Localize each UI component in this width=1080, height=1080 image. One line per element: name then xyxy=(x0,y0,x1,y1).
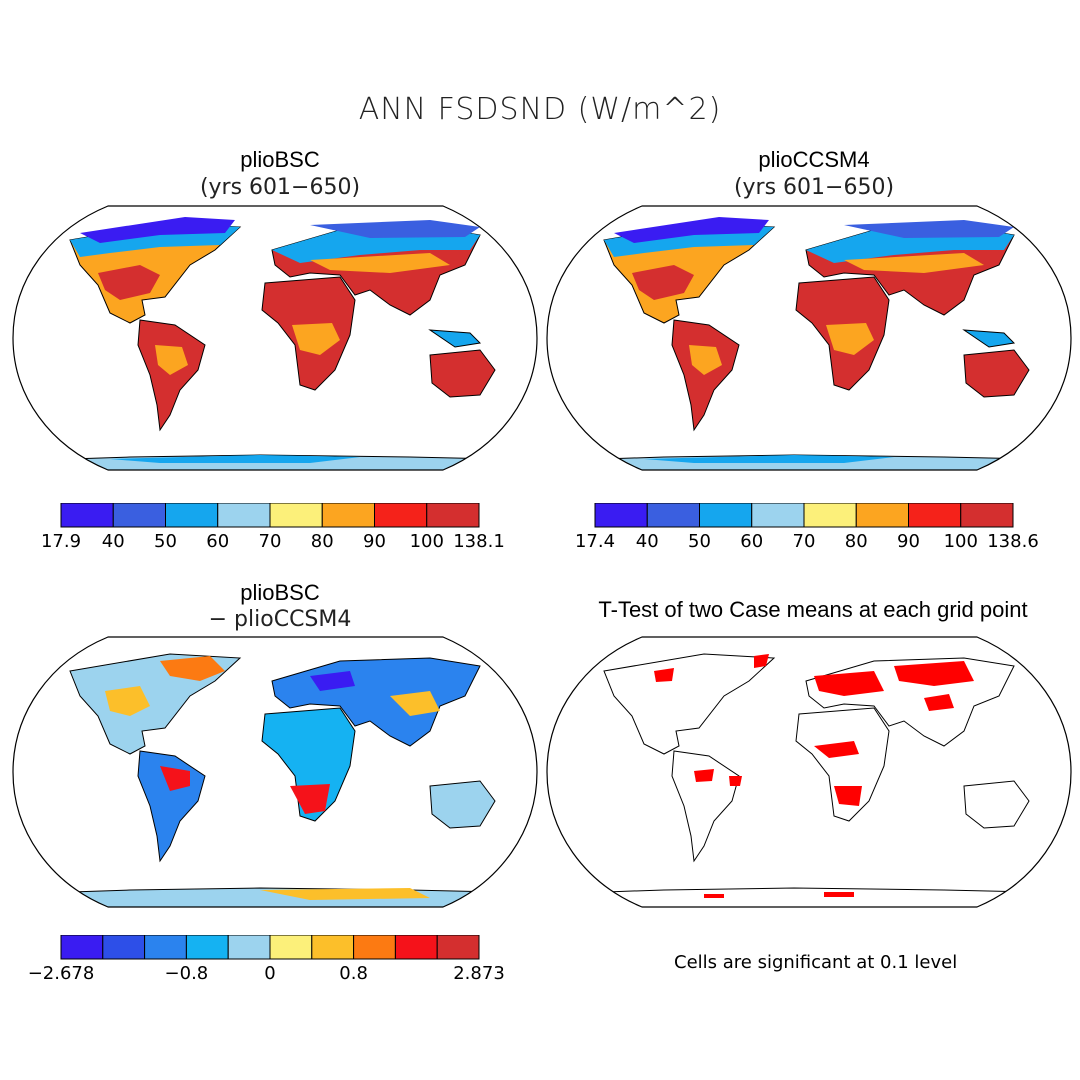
panel-title-bottom-right: T-Test of two Case means at each grid po… xyxy=(598,597,1028,622)
colorbar-top-left: 17.9 40 50 60 70 80 90 100 138.1 xyxy=(41,503,505,552)
colorbar-bottom-left-tick-label: 2.873 xyxy=(453,963,505,984)
map-panel-bottom-right xyxy=(546,636,1072,908)
colorbar-top-right-swatch-3 xyxy=(751,503,805,528)
colorbar-bottom-left-swatch-1 xyxy=(102,935,146,960)
colorbar-top-right-tick-label: 50 xyxy=(688,531,711,552)
colorbar-bottom-left-swatch-7 xyxy=(353,935,396,960)
colorbar-bottom-left-tick-label: −2.678 xyxy=(28,963,95,984)
colorbar-top-left-swatch-4 xyxy=(269,503,323,528)
colorbar-top-left-tick-label: 40 xyxy=(102,531,125,552)
colorbar-bottom-left: −2.678 −0.8 0 0.8 2.873 xyxy=(28,935,505,984)
colorbar-top-left-tick-label: 50 xyxy=(154,531,177,552)
colorbar-top-right-swatch-6 xyxy=(908,503,962,528)
panel-subtitle-top-right: (yrs 601−650) xyxy=(733,175,895,200)
colorbar-top-left-tick-label: 70 xyxy=(259,531,282,552)
colorbar-bottom-left-tick-label: −0.8 xyxy=(165,963,209,984)
colorbar-top-right-swatch-2 xyxy=(699,503,753,528)
colorbar-top-right: 17.4 40 50 60 70 80 90 100 138.6 xyxy=(575,503,1039,552)
colorbar-top-right-tick-label: 17.4 xyxy=(575,531,615,552)
colorbar-bottom-left-swatch-4 xyxy=(227,935,271,960)
colorbar-bottom-left-swatch-3 xyxy=(185,935,229,960)
colorbar-top-left-tick-label: 80 xyxy=(311,531,334,552)
map-panel-bottom-left xyxy=(12,636,538,908)
figure-title: ANN FSDSND (W/m^2) xyxy=(358,92,722,127)
colorbar-top-right-swatch-1 xyxy=(646,503,700,528)
colorbar-bottom-left-swatch-0 xyxy=(60,935,104,960)
colorbar-top-right-tick-label: 80 xyxy=(845,531,868,552)
colorbar-top-left-swatch-1 xyxy=(112,503,166,528)
colorbar-bottom-left-swatch-8 xyxy=(394,935,438,960)
colorbar-bottom-left-swatch-6 xyxy=(311,935,355,960)
colorbar-bottom-left-swatch-2 xyxy=(144,935,187,960)
colorbar-top-left-swatch-2 xyxy=(165,503,219,528)
colorbar-top-left-tick-label: 60 xyxy=(206,531,229,552)
map-panel-top-right xyxy=(546,205,1072,471)
colorbar-top-left-tick-label: 100 xyxy=(410,531,444,552)
colorbar-top-left-swatch-0 xyxy=(60,503,114,528)
significance-note: Cells are significant at 0.1 level xyxy=(674,952,958,973)
colorbar-top-left-tick-label: 17.9 xyxy=(41,531,81,552)
colorbar-top-right-tick-label: 70 xyxy=(793,531,816,552)
colorbar-top-left-swatch-5 xyxy=(321,503,375,528)
colorbar-top-right-swatch-5 xyxy=(855,503,909,528)
colorbar-bottom-left-swatch-5 xyxy=(269,935,313,960)
colorbar-top-right-swatch-7 xyxy=(960,503,1014,528)
colorbar-top-right-tick-label: 90 xyxy=(897,531,920,552)
colorbar-top-left-swatch-3 xyxy=(217,503,271,528)
colorbar-top-left-swatch-7 xyxy=(426,503,480,528)
colorbar-bottom-left-tick-label: 0.8 xyxy=(339,963,368,984)
panel-title-top-left: plioBSC xyxy=(240,147,320,172)
panel-title-bottom-left: plioBSC xyxy=(240,580,320,605)
colorbar-top-right-swatch-4 xyxy=(803,503,857,528)
colorbar-top-left-tick-label: 138.1 xyxy=(453,531,505,552)
colorbar-top-left-swatch-6 xyxy=(374,503,428,528)
map-panel-top-left xyxy=(12,205,538,471)
colorbar-top-right-tick-label: 138.6 xyxy=(987,531,1039,552)
panel-title-top-right: plioCCSM4 xyxy=(758,147,870,172)
colorbar-top-right-tick-label: 100 xyxy=(944,531,978,552)
panel-subtitle-top-left: (yrs 601−650) xyxy=(199,175,361,200)
colorbar-bottom-left-swatch-9 xyxy=(436,935,480,960)
colorbar-top-right-tick-label: 60 xyxy=(740,531,763,552)
colorbar-top-left-tick-label: 90 xyxy=(363,531,386,552)
panel-subtitle-bottom-left: − plioCCSM4 xyxy=(208,607,352,632)
colorbar-bottom-left-tick-label: 0 xyxy=(264,963,275,984)
colorbar-top-right-swatch-0 xyxy=(594,503,648,528)
colorbar-top-right-tick-label: 40 xyxy=(636,531,659,552)
